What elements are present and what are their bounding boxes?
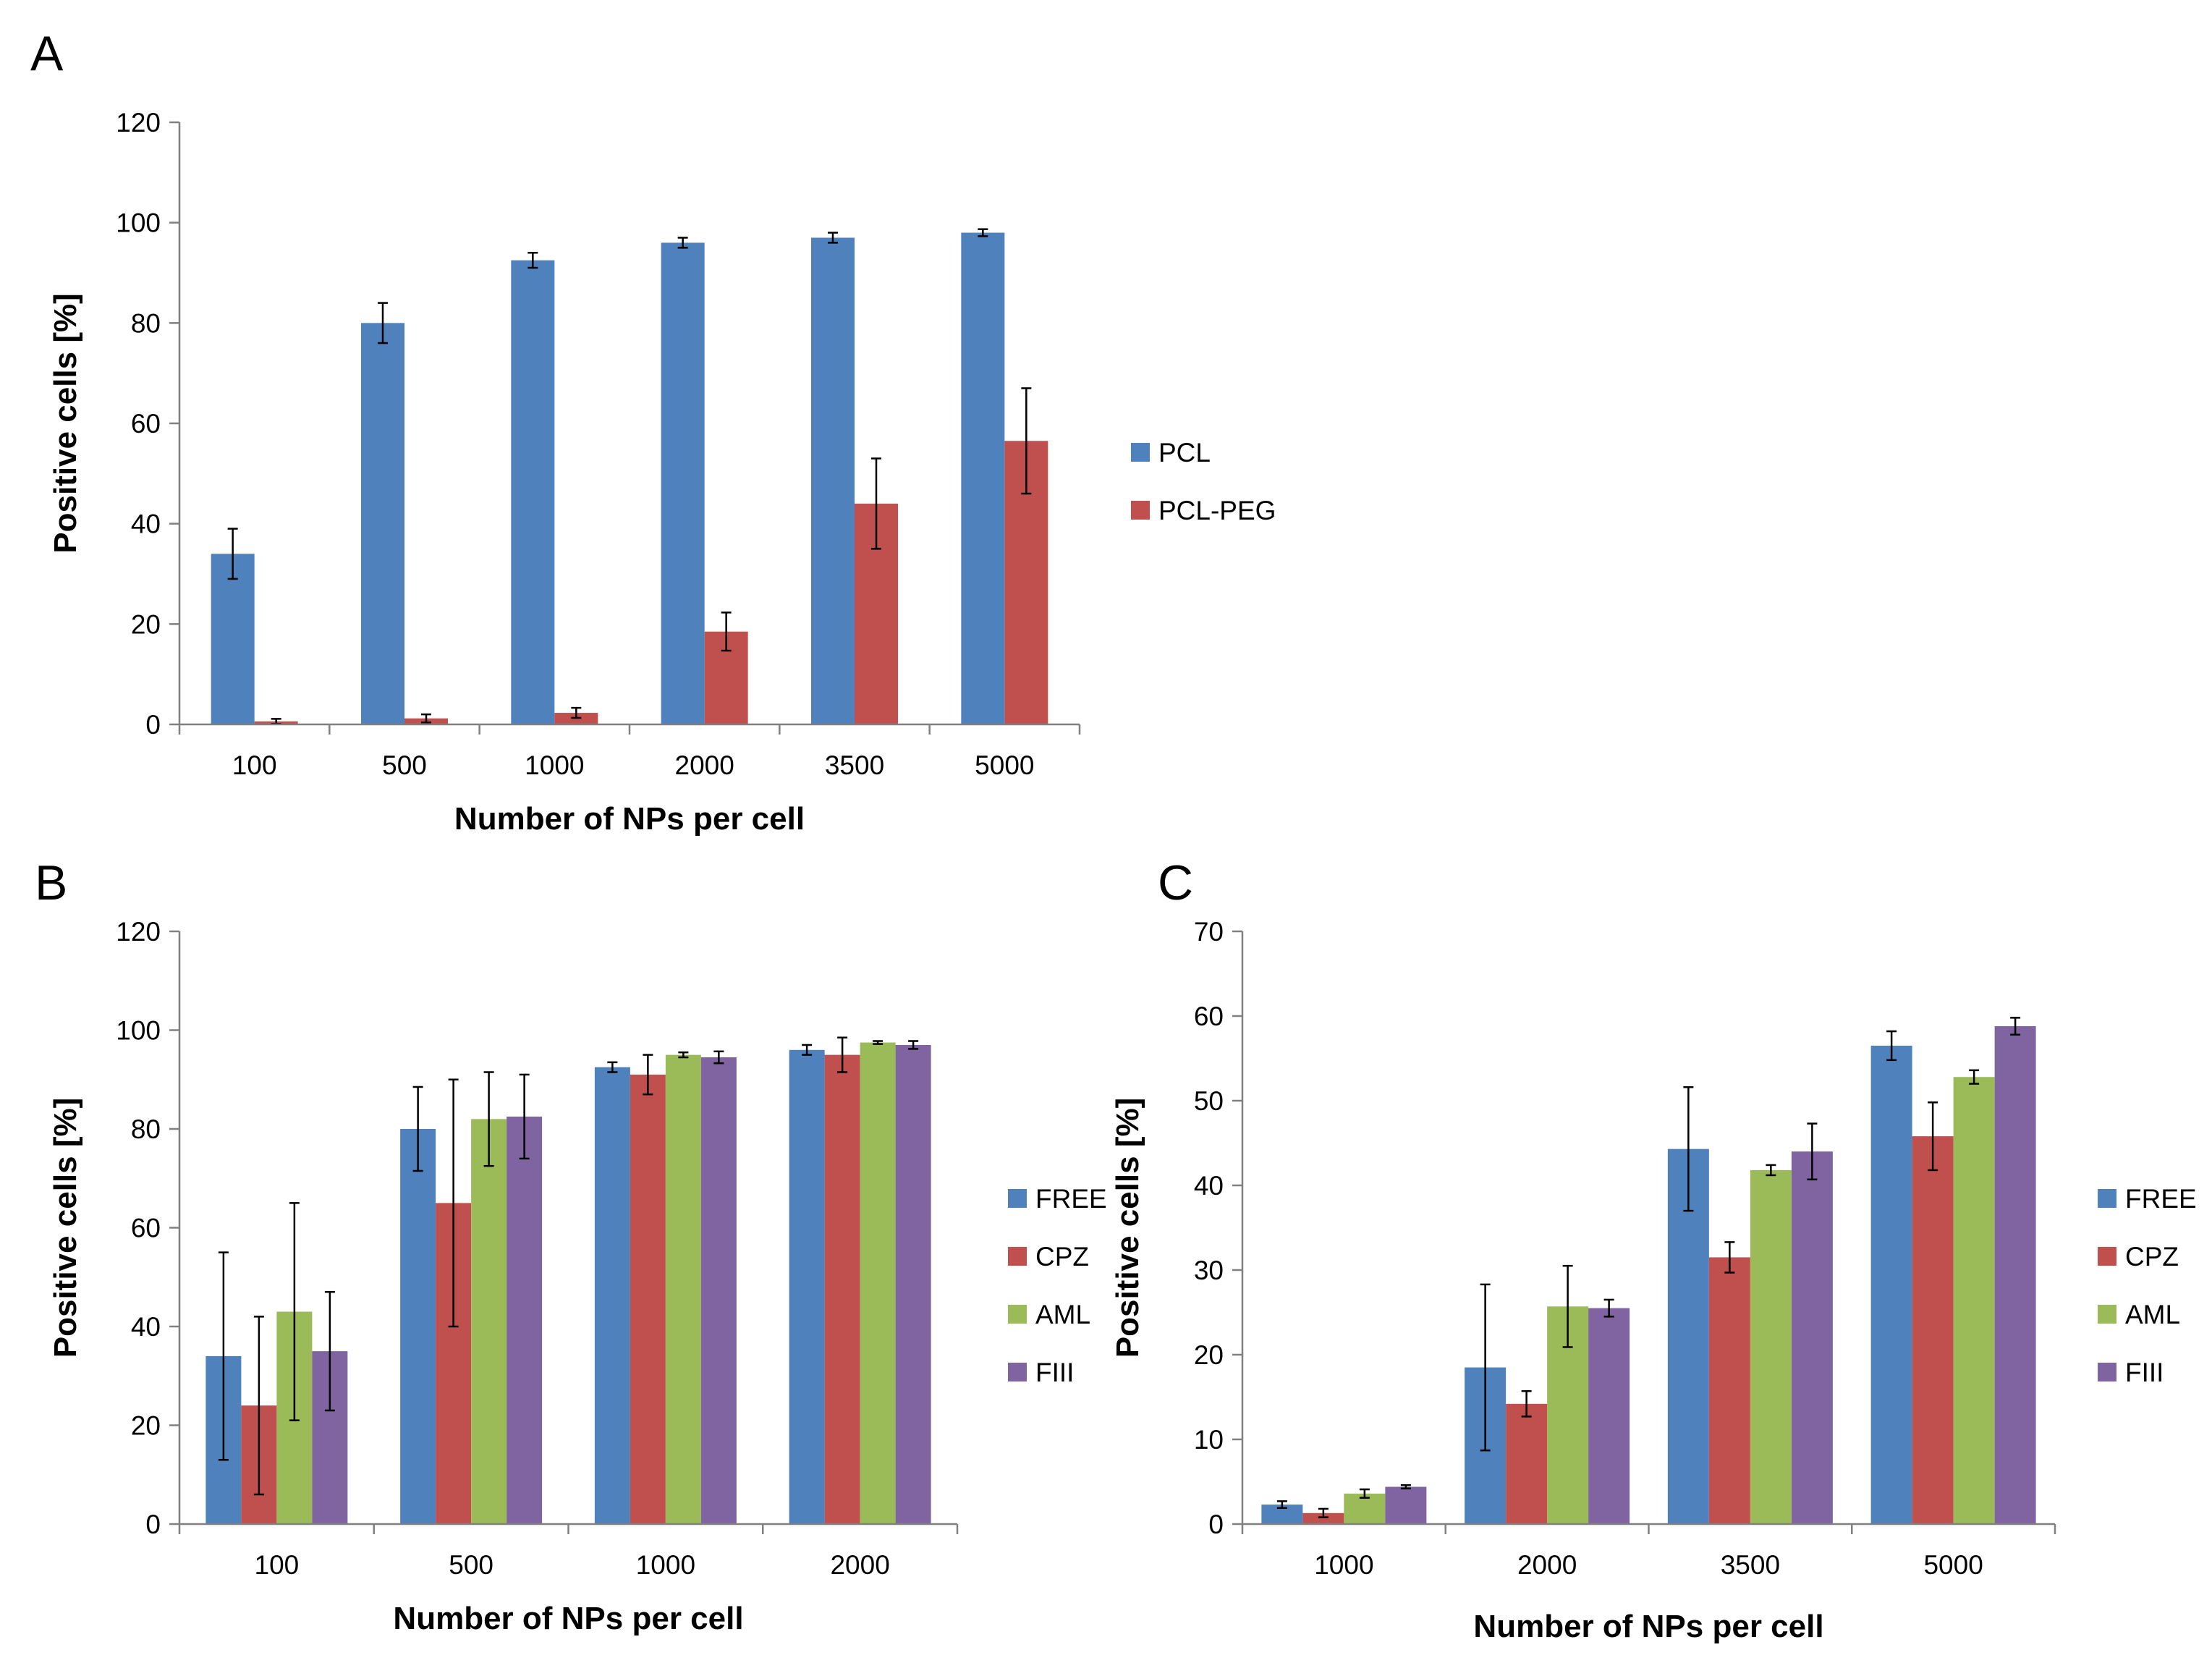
legend-label: FREE: [1035, 1184, 1107, 1214]
bar: [1506, 1403, 1548, 1524]
bar: [789, 1049, 825, 1524]
legend-swatch: [2098, 1363, 2116, 1381]
x-tick-label: 2000: [675, 750, 734, 780]
x-tick-label: 500: [382, 750, 427, 780]
bar: [630, 1074, 666, 1524]
legend-label: FREE: [2125, 1184, 2197, 1214]
y-tick-label: 50: [1194, 1086, 1224, 1116]
legend-swatch: [2098, 1247, 2116, 1266]
x-tick-label: 5000: [975, 750, 1034, 780]
y-tick-label: 30: [1194, 1256, 1224, 1285]
y-tick-label: 40: [131, 509, 161, 539]
y-tick-label: 20: [131, 1411, 161, 1441]
bar: [507, 1116, 543, 1524]
bar: [665, 1054, 701, 1524]
x-tick-label: 3500: [825, 750, 884, 780]
x-axis-title: Number of NPs per cell: [454, 801, 805, 837]
legend-label: CPZ: [2125, 1242, 2179, 1271]
bar: [961, 232, 1005, 724]
legend-label: FIII: [1035, 1358, 1074, 1387]
x-axis-title: Number of NPs per cell: [393, 1601, 743, 1636]
bar: [1870, 1045, 1912, 1524]
legend-swatch: [1008, 1247, 1027, 1266]
y-tick-label: 40: [1194, 1171, 1224, 1201]
bar: [1588, 1308, 1630, 1524]
legend-label: AML: [1035, 1300, 1090, 1329]
x-tick-label: 2000: [1517, 1550, 1577, 1580]
bar: [661, 242, 705, 724]
panel-letter: A: [30, 26, 64, 81]
bar: [1791, 1151, 1833, 1524]
bar: [1912, 1136, 1954, 1524]
bar: [1994, 1026, 2036, 1524]
panel-a-chart: A 0 20 40 60 80 100 120 100 500 1000 2000 3500 5000 Nu…: [30, 26, 1276, 837]
legend-label: CPZ: [1035, 1242, 1089, 1271]
bar: [1302, 1512, 1344, 1524]
bar: [824, 1054, 860, 1524]
y-tick-label: 40: [131, 1312, 161, 1342]
bar: [1750, 1169, 1792, 1524]
legend-swatch: [1131, 443, 1150, 462]
y-tick-label: 10: [1194, 1425, 1224, 1455]
bar: [811, 237, 855, 724]
y-tick-label: 0: [145, 710, 161, 740]
bar: [471, 1119, 507, 1524]
y-tick-label: 80: [131, 1114, 161, 1144]
bar: [400, 1129, 436, 1524]
legend-swatch: [1008, 1363, 1027, 1381]
legend-label: FIII: [2125, 1358, 2164, 1387]
x-tick-label: 3500: [1721, 1550, 1780, 1580]
y-axis-title: Positive cells [%]: [48, 293, 83, 553]
legend-label: PCL: [1158, 438, 1211, 467]
y-tick-label: 120: [116, 917, 161, 947]
y-tick-label: 120: [116, 108, 161, 137]
x-tick-label: 2000: [830, 1550, 889, 1580]
bar: [511, 260, 555, 725]
y-tick-label: 80: [131, 308, 161, 338]
legend-swatch: [2098, 1189, 2116, 1208]
bar: [700, 1057, 737, 1524]
panel-b-chart: B 0 20 40 60 80 100 120 100 500 1000 2000 Number of …: [35, 855, 1107, 1636]
bar: [1708, 1257, 1750, 1524]
bar: [860, 1042, 896, 1524]
y-tick-label: 60: [1194, 1002, 1224, 1031]
legend-swatch: [2098, 1305, 2116, 1324]
legend-swatch: [1008, 1305, 1027, 1324]
x-tick-label: 1000: [525, 750, 584, 780]
legend-label: AML: [2125, 1300, 2180, 1329]
x-tick-label: 5000: [1923, 1550, 1983, 1580]
y-tick-label: 60: [131, 409, 161, 439]
x-tick-label: 1000: [1314, 1550, 1373, 1580]
panel-letter: B: [35, 855, 67, 910]
y-tick-label: 70: [1194, 917, 1224, 947]
legend-swatch: [1008, 1189, 1027, 1208]
x-tick-label: 500: [449, 1550, 493, 1580]
y-axis-title: Positive cells [%]: [1110, 1098, 1145, 1358]
legend-label: PCL-PEG: [1158, 496, 1276, 525]
bar: [895, 1044, 931, 1524]
panel-c-chart: C 0 10 20 30 40 50 60 70 1000 2000 3500 5000 Number o…: [1110, 855, 2197, 1644]
y-tick-label: 20: [1194, 1340, 1224, 1370]
y-tick-label: 0: [1208, 1510, 1224, 1539]
x-axis-title: Number of NPs per cell: [1473, 1609, 1823, 1644]
legend-swatch: [1131, 501, 1150, 520]
y-tick-label: 100: [116, 1016, 161, 1046]
y-axis-title: Positive cells [%]: [48, 1098, 83, 1358]
bar: [594, 1067, 630, 1524]
bar: [1385, 1486, 1427, 1524]
panel-letter: C: [1158, 855, 1193, 910]
x-tick-label: 1000: [636, 1550, 695, 1580]
bar: [1953, 1077, 1995, 1524]
y-tick-label: 20: [131, 609, 161, 639]
x-tick-label: 100: [232, 750, 277, 780]
y-tick-label: 0: [145, 1510, 161, 1539]
y-tick-label: 60: [131, 1214, 161, 1243]
bar: [211, 554, 255, 724]
x-tick-label: 100: [255, 1550, 300, 1580]
bar: [361, 323, 404, 724]
y-tick-label: 100: [116, 208, 161, 238]
